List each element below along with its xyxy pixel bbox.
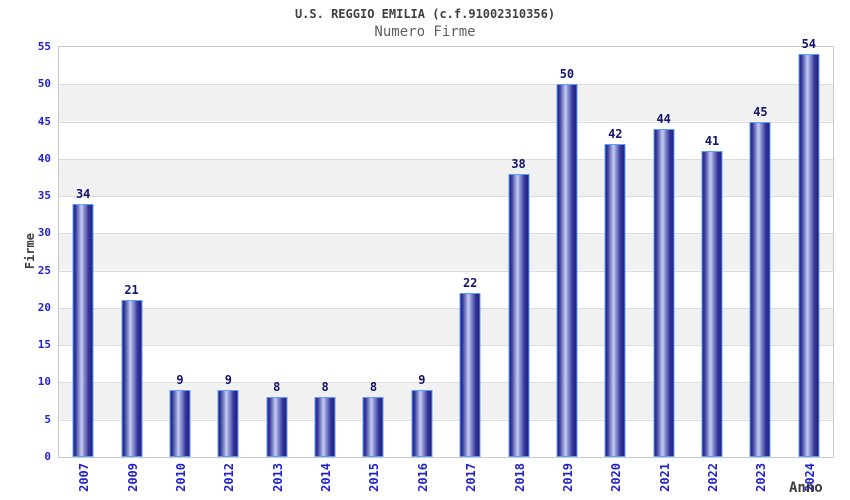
bar-column: 8 xyxy=(253,47,301,457)
bar xyxy=(459,293,481,457)
bar-value-label: 44 xyxy=(656,112,671,126)
bar xyxy=(314,397,336,457)
gridline xyxy=(59,419,833,421)
bar-column: 54 xyxy=(785,38,833,457)
bar-column: 42 xyxy=(591,47,639,457)
bar-value-label: 9 xyxy=(418,372,426,387)
bar-column: 21 xyxy=(107,47,155,457)
y-tick-label: 0 xyxy=(44,450,51,463)
bar-column: 41 xyxy=(688,47,736,457)
bar-column: 45 xyxy=(736,47,784,457)
gridline xyxy=(59,158,833,160)
x-tick-label: 2018 xyxy=(512,463,527,492)
bar xyxy=(266,397,288,457)
gridline xyxy=(59,196,833,198)
y-tick-label: 15 xyxy=(37,338,51,352)
bar-column: 9 xyxy=(156,47,204,457)
bar-column: 38 xyxy=(494,47,542,457)
bar-value-label: 9 xyxy=(224,372,232,387)
bar-column: 44 xyxy=(640,47,688,457)
bar xyxy=(556,84,578,457)
bar-value-label: 8 xyxy=(273,380,281,395)
x-tick-label: 2007 xyxy=(77,463,92,492)
y-tick-label: 30 xyxy=(37,226,51,240)
y-tick-label: 45 xyxy=(37,114,51,128)
chart-title: U.S. REGGIO EMILIA (c.f.91002310356) xyxy=(294,7,556,21)
gridline xyxy=(59,270,833,272)
x-tick-label: 2016 xyxy=(415,463,430,492)
y-tick-label: 40 xyxy=(37,151,51,165)
bar xyxy=(362,397,384,457)
bar-value-label: 42 xyxy=(608,126,623,141)
y-tick-label: 20 xyxy=(37,300,51,314)
x-tick-label: 2010 xyxy=(173,463,188,492)
y-tick-label: 50 xyxy=(37,77,51,91)
gridline xyxy=(59,121,833,123)
x-tick-label: 2019 xyxy=(560,463,575,492)
bar-value-label: 8 xyxy=(321,380,329,395)
y-tick-label: 5 xyxy=(44,412,51,426)
bar xyxy=(508,173,530,457)
bar-column: 9 xyxy=(204,47,252,457)
bar-value-label: 45 xyxy=(753,104,768,119)
y-axis-title: Firme xyxy=(23,233,37,270)
x-tick-label: 2013 xyxy=(270,463,285,492)
x-tick-label: 2015 xyxy=(367,463,382,492)
plot-area: 34 21 9 9 8 8 8 9 22 38 50 42 44 41 45 54 xyxy=(58,38,834,458)
bar-value-label: 9 xyxy=(176,372,184,387)
bar-value-label: 38 xyxy=(511,156,526,171)
x-tick-label: 2022 xyxy=(706,463,721,492)
bar-value-label: 22 xyxy=(462,276,478,290)
bar xyxy=(169,389,191,457)
bar xyxy=(749,121,771,457)
x-tick-label: 2021 xyxy=(657,463,672,492)
x-tick-label: 2017 xyxy=(464,463,479,492)
bar xyxy=(604,143,626,457)
gridline xyxy=(59,345,833,347)
bar xyxy=(217,389,239,457)
bar-value-label: 41 xyxy=(704,134,720,149)
y-tick-label: 25 xyxy=(37,263,51,277)
bar-column: 22 xyxy=(446,47,494,457)
x-tick-label: 2012 xyxy=(222,463,237,492)
gridline xyxy=(59,84,833,86)
bar-value-label: 21 xyxy=(124,283,139,298)
bar-column: 8 xyxy=(301,47,349,457)
bar xyxy=(411,389,433,457)
x-tick-label: 2014 xyxy=(319,463,334,492)
bar-value-label: 54 xyxy=(801,37,817,52)
gridline xyxy=(59,382,833,384)
x-tick-label: 2023 xyxy=(754,463,769,492)
x-axis-title: Anno xyxy=(789,480,823,496)
gridline xyxy=(59,233,833,235)
bar xyxy=(121,300,143,457)
chart-subtitle: Numero Firme xyxy=(374,24,476,40)
gridline xyxy=(59,307,833,309)
y-tick-label: 55 xyxy=(37,40,51,53)
bar-column: 50 xyxy=(543,47,591,457)
bar-value-label: 50 xyxy=(559,67,575,82)
bar-column: 8 xyxy=(349,47,397,457)
bar xyxy=(72,203,94,457)
x-tick-label: 2020 xyxy=(609,463,624,492)
y-tick-label: 10 xyxy=(37,375,51,389)
bar-column: 34 xyxy=(59,47,107,457)
bar xyxy=(798,54,820,457)
bar xyxy=(653,129,675,457)
bar xyxy=(701,151,723,457)
x-tick-label: 2009 xyxy=(125,463,140,492)
y-tick-label: 35 xyxy=(37,189,51,203)
bar-value-label: 34 xyxy=(75,186,91,201)
bar-value-label: 8 xyxy=(369,380,378,395)
bar-column: 9 xyxy=(398,47,446,457)
